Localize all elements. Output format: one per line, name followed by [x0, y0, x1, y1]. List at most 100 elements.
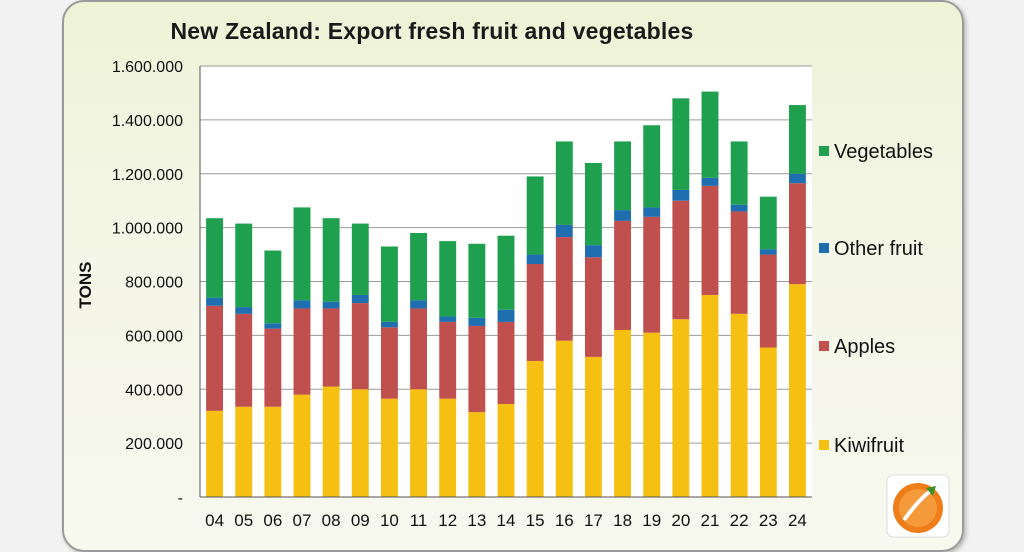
y-tick-label: 1.600.000 [112, 59, 183, 76]
bar-apples [555, 237, 573, 341]
bar-other-fruit [497, 309, 515, 322]
bar-kiwifruit [322, 386, 340, 497]
bar-kiwifruit [701, 294, 719, 497]
x-tick-label: 15 [526, 511, 545, 530]
bar-apples [410, 308, 428, 390]
bar-apples [439, 321, 457, 399]
bar-other-fruit [701, 177, 719, 186]
y-tick-label: 1.000.000 [112, 221, 183, 238]
bar-other-fruit [351, 294, 369, 304]
x-tick-label: 14 [497, 511, 516, 530]
bar-kiwifruit [293, 394, 311, 497]
bar-apples [351, 303, 369, 390]
legend-label: Apples [834, 336, 895, 358]
x-tick-label: 11 [410, 511, 428, 530]
bar-other-fruit [788, 173, 806, 184]
chart-title: New Zealand: Export fresh fruit and vege… [170, 18, 694, 44]
bar-vegetables [351, 223, 369, 295]
x-tick-label: 19 [642, 511, 661, 530]
bar-apples [672, 200, 690, 320]
bar-kiwifruit [235, 406, 253, 497]
bar-kiwifruit [410, 389, 428, 497]
x-tick-label: 05 [234, 511, 253, 530]
bar-other-fruit [322, 301, 340, 309]
bar-apples [730, 211, 748, 314]
stacked-bar-chart: - 200.000 400.000 600.000 800.000 1.000.000 1.… [76, 59, 933, 530]
y-tick-label: 200.000 [125, 436, 183, 453]
x-tick-label: 06 [263, 511, 282, 530]
bar-vegetables [293, 207, 311, 301]
x-axis: 04 05 06 07 08 09 10 11 12 13 14 15 16 17 18 19 20 21 22 23… [200, 496, 812, 530]
y-tick-label: - [178, 490, 183, 507]
x-tick-label: 13 [467, 511, 486, 530]
x-tick-label: 12 [438, 511, 457, 530]
bar-vegetables [672, 98, 690, 190]
bar-vegetables [380, 246, 398, 322]
bar-kiwifruit [730, 313, 748, 497]
bar-other-fruit [206, 297, 224, 306]
bar-kiwifruit [264, 406, 282, 497]
bar-kiwifruit [468, 412, 486, 497]
orange-logo [886, 474, 950, 538]
bars [206, 91, 806, 497]
x-tick-label: 18 [613, 511, 632, 530]
bar-other-fruit [293, 300, 311, 309]
bar-kiwifruit [439, 398, 457, 497]
bar-vegetables [497, 235, 515, 310]
x-tick-label: 09 [351, 511, 370, 530]
y-tick-label: 1.200.000 [112, 167, 183, 184]
bar-apples [468, 325, 486, 413]
bar-vegetables [235, 223, 253, 308]
bar-vegetables [322, 218, 340, 302]
x-tick-label: 23 [759, 511, 778, 530]
bar-other-fruit [526, 254, 544, 264]
bar-apples [497, 321, 515, 405]
bar-kiwifruit [526, 360, 544, 497]
x-tick-label: 17 [584, 511, 603, 530]
x-tick-label: 21 [701, 511, 720, 530]
bar-kiwifruit [555, 340, 573, 497]
bar-kiwifruit [759, 347, 777, 497]
bar-apples [293, 308, 311, 395]
legend-swatch [819, 440, 829, 450]
x-tick-label: 10 [380, 511, 399, 530]
bar-vegetables [730, 141, 748, 205]
bar-other-fruit [439, 316, 457, 322]
bar-kiwifruit [643, 332, 661, 497]
bar-apples [788, 183, 806, 285]
bar-kiwifruit [672, 319, 690, 497]
legend-label: Kiwifruit [834, 435, 904, 457]
bar-other-fruit [730, 204, 748, 212]
bar-vegetables [788, 105, 806, 174]
bar-vegetables [643, 125, 661, 208]
bar-kiwifruit [351, 389, 369, 497]
bar-kiwifruit [788, 284, 806, 497]
y-tick-label: 600.000 [125, 328, 183, 345]
bar-kiwifruit [614, 329, 632, 497]
x-tick-label: 16 [555, 511, 574, 530]
bar-kiwifruit [584, 356, 602, 497]
bar-apples [584, 257, 602, 357]
x-tick-label: 24 [788, 511, 807, 530]
bar-other-fruit [380, 321, 398, 328]
x-tick-label: 07 [293, 511, 312, 530]
bar-apples [380, 327, 398, 399]
bar-vegetables [759, 196, 777, 250]
bar-vegetables [264, 250, 282, 324]
legend-swatch [819, 341, 829, 351]
bar-vegetables [468, 243, 486, 318]
x-tick-label: 22 [730, 511, 749, 530]
legend-label: Vegetables [834, 141, 933, 163]
bar-other-fruit [235, 307, 253, 314]
y-tick-label: 400.000 [125, 382, 183, 399]
y-axis-label: TONS [76, 262, 95, 309]
bar-apples [235, 313, 253, 407]
y-axis: - 200.000 400.000 600.000 800.000 1.000.000 1.… [112, 59, 201, 507]
bar-apples [614, 220, 632, 330]
bar-other-fruit [759, 249, 777, 255]
bar-other-fruit [264, 323, 282, 329]
bar-vegetables [439, 241, 457, 317]
y-tick-label: 800.000 [125, 275, 183, 292]
bar-kiwifruit [497, 404, 515, 497]
bar-apples [701, 185, 719, 295]
